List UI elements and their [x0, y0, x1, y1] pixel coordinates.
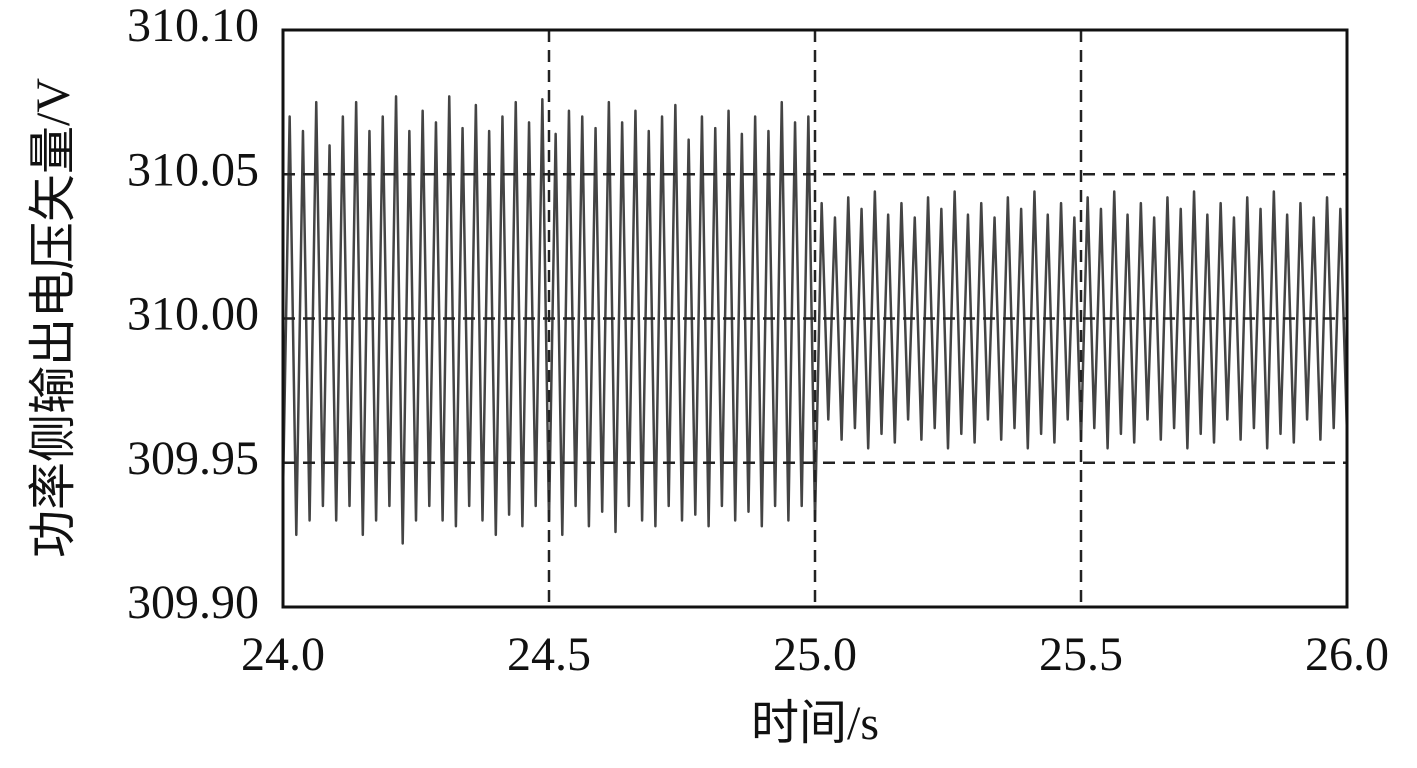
y-axis-label: 功率侧输出电压矢量/V [27, 78, 80, 558]
y-tick-label: 310.00 [127, 288, 259, 341]
y-tick-label: 310.10 [127, 0, 259, 52]
x-tick-label: 24.5 [507, 628, 591, 681]
x-tick-label: 25.0 [773, 628, 857, 681]
x-axis-label: 时间/s [751, 697, 879, 750]
plot-frame [281, 28, 1349, 609]
x-tick-label: 24.0 [241, 628, 325, 681]
y-tick-label: 309.90 [127, 576, 259, 629]
x-tick-label: 25.5 [1039, 628, 1123, 681]
x-tick-label: 26.0 [1305, 628, 1389, 681]
y-tick-label: 310.05 [127, 143, 259, 196]
y-tick-label: 309.95 [127, 432, 259, 485]
